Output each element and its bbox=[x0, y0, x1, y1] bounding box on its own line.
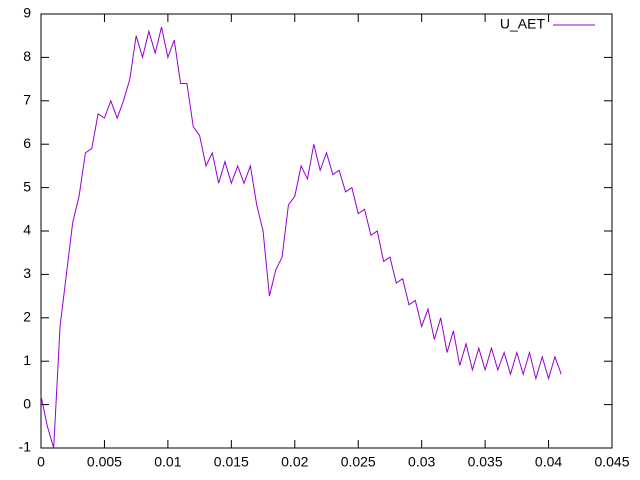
x-tick-label: 0.025 bbox=[341, 454, 376, 470]
y-tick-label: 4 bbox=[23, 222, 31, 238]
legend-label: U_AET bbox=[500, 16, 546, 32]
x-tick-label: 0.01 bbox=[154, 454, 181, 470]
x-tick-label: 0.03 bbox=[408, 454, 435, 470]
x-tick-label: 0.035 bbox=[468, 454, 503, 470]
x-tick-label: 0.015 bbox=[214, 454, 249, 470]
x-tick-label: 0.02 bbox=[281, 454, 308, 470]
y-tick-label: -1 bbox=[19, 439, 32, 455]
x-tick-label: 0.005 bbox=[87, 454, 122, 470]
x-tick-label: 0 bbox=[37, 454, 45, 470]
y-tick-label: 2 bbox=[23, 309, 31, 325]
y-tick-label: 5 bbox=[23, 178, 31, 194]
x-tick-label: 0.045 bbox=[594, 454, 629, 470]
data-line bbox=[40, 26, 562, 449]
y-tick-label: 7 bbox=[23, 92, 31, 108]
y-tick-label: 6 bbox=[23, 135, 31, 151]
y-tick-label: 9 bbox=[23, 5, 31, 21]
y-tick-label: 1 bbox=[23, 352, 31, 368]
x-tick-label: 0.04 bbox=[535, 454, 562, 470]
y-tick-label: 0 bbox=[23, 395, 31, 411]
y-tick-label: 8 bbox=[23, 48, 31, 64]
plot-frame bbox=[40, 13, 613, 449]
y-tick-label: 3 bbox=[23, 265, 31, 281]
